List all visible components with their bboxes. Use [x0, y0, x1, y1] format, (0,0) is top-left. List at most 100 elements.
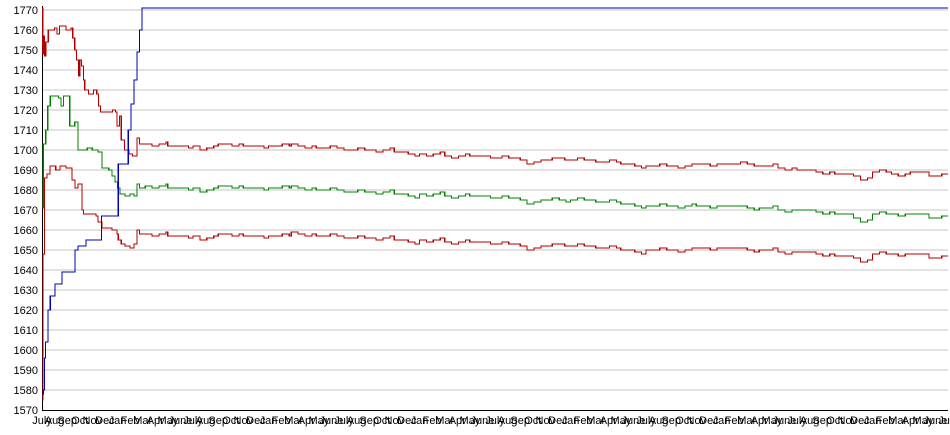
- y-axis-label: 1600: [14, 345, 38, 357]
- x-axis-label: Oct: [826, 415, 843, 427]
- x-axis-label: Mar: [284, 415, 303, 427]
- x-axis-label: June: [923, 415, 947, 427]
- x-axis-label: Oct: [222, 415, 239, 427]
- y-axis-label: 1630: [14, 285, 38, 297]
- x-axis-label: Aug: [196, 415, 216, 427]
- x-axis-label: Aug: [45, 415, 65, 427]
- y-axis-label: 1690: [14, 165, 38, 177]
- y-axis-label: 1670: [14, 205, 38, 217]
- series-upper-bound-red: [42, 7, 948, 181]
- x-axis-label: June: [621, 415, 645, 427]
- x-axis-label: Sep: [208, 415, 228, 427]
- y-axis-label: 1750: [14, 45, 38, 57]
- y-axis-label: 1720: [14, 105, 38, 117]
- x-axis-label: July: [183, 415, 203, 427]
- x-axis-label: Mar: [133, 415, 152, 427]
- y-axis-label: 1590: [14, 365, 38, 377]
- x-axis-label: July: [485, 415, 505, 427]
- y-axis-label: 1610: [14, 325, 38, 337]
- x-axis-label: Jan: [562, 415, 580, 427]
- y-axis-label: 1760: [14, 25, 38, 37]
- x-axis-label: Sep: [510, 415, 530, 427]
- x-axis-label: Oct: [373, 415, 390, 427]
- x-axis-label: Feb: [272, 415, 291, 427]
- x-axis-label: May: [912, 415, 933, 427]
- x-axis-label: Mar: [435, 415, 454, 427]
- x-axis-label: May: [308, 415, 329, 427]
- x-axis-label: Aug: [347, 415, 367, 427]
- y-axis-label: 1640: [14, 265, 38, 277]
- y-axis-label: 1580: [14, 385, 38, 397]
- x-axis-label: Nov: [83, 415, 103, 427]
- x-axis-label: Mar: [737, 415, 756, 427]
- x-axis-label: Jan: [109, 415, 127, 427]
- x-axis-label: Sep: [661, 415, 681, 427]
- x-axis-label: May: [761, 415, 782, 427]
- x-axis-label: Mar: [888, 415, 907, 427]
- x-axis-label: Dec: [246, 415, 266, 427]
- x-axis-label: Apr: [298, 415, 315, 427]
- x-axis-label: Feb: [574, 415, 593, 427]
- x-axis-label: Apr: [902, 415, 919, 427]
- y-axis-label: 1730: [14, 85, 38, 97]
- x-axis-label: June: [772, 415, 796, 427]
- x-axis-label: July: [636, 415, 656, 427]
- x-axis-label: Dec: [699, 415, 719, 427]
- x-axis-label: Apr: [147, 415, 164, 427]
- x-axis-label: Jan: [260, 415, 278, 427]
- y-axis-label: 1570: [14, 405, 38, 417]
- x-axis-label: Nov: [838, 415, 858, 427]
- x-axis-label: Nov: [687, 415, 707, 427]
- x-axis-label: Dec: [548, 415, 568, 427]
- x-axis-label: Feb: [725, 415, 744, 427]
- x-axis-label: Sep: [359, 415, 379, 427]
- x-axis-label: Dec: [95, 415, 115, 427]
- series-rating-green: [42, 95, 948, 223]
- x-axis-label: Dec: [850, 415, 870, 427]
- x-axis-label: Nov: [234, 415, 254, 427]
- x-axis-label: June: [168, 415, 192, 427]
- series-cumulative-blue: [42, 7, 948, 395]
- x-axis-label: June: [319, 415, 343, 427]
- x-axis-label: Mar: [586, 415, 605, 427]
- x-axis-label: Aug: [498, 415, 518, 427]
- x-axis-label: Jan: [713, 415, 731, 427]
- x-axis-label: Sep: [57, 415, 77, 427]
- x-axis-label: Oct: [71, 415, 88, 427]
- x-axis-label: Feb: [121, 415, 140, 427]
- x-axis-label: July: [32, 415, 52, 427]
- x-axis-label: Dec: [397, 415, 417, 427]
- x-axis-label: Oct: [524, 415, 541, 427]
- x-axis-label: Jan: [864, 415, 882, 427]
- x-axis-label: May: [610, 415, 631, 427]
- series-lower-bound-red: [42, 165, 948, 401]
- x-axis-label: Oct: [675, 415, 692, 427]
- x-axis-label: July: [787, 415, 807, 427]
- x-axis-label: June: [470, 415, 494, 427]
- y-axis-label: 1700: [14, 145, 38, 157]
- x-axis-label: Aug: [649, 415, 669, 427]
- y-axis-label: 1620: [14, 305, 38, 317]
- x-axis-label: May: [157, 415, 178, 427]
- y-axis-label: 1660: [14, 225, 38, 237]
- y-axis-label: 1740: [14, 65, 38, 77]
- x-axis-label: Apr: [600, 415, 617, 427]
- x-axis-label: Apr: [751, 415, 768, 427]
- x-axis-label: July: [334, 415, 354, 427]
- x-axis-label: May: [459, 415, 480, 427]
- y-axis-label: 1770: [14, 5, 38, 17]
- x-axis-label: Jan: [411, 415, 429, 427]
- x-axis-label: Nov: [385, 415, 405, 427]
- y-axis-label: 1650: [14, 245, 38, 257]
- x-axis-label: Feb: [423, 415, 442, 427]
- x-axis-label: Aug: [800, 415, 820, 427]
- x-axis-label: Apr: [449, 415, 466, 427]
- x-axis-label: Nov: [536, 415, 556, 427]
- x-axis-label: July: [938, 415, 950, 427]
- y-axis-label: 1680: [14, 185, 38, 197]
- x-axis-label: Feb: [876, 415, 895, 427]
- y-axis-label: 1710: [14, 125, 38, 137]
